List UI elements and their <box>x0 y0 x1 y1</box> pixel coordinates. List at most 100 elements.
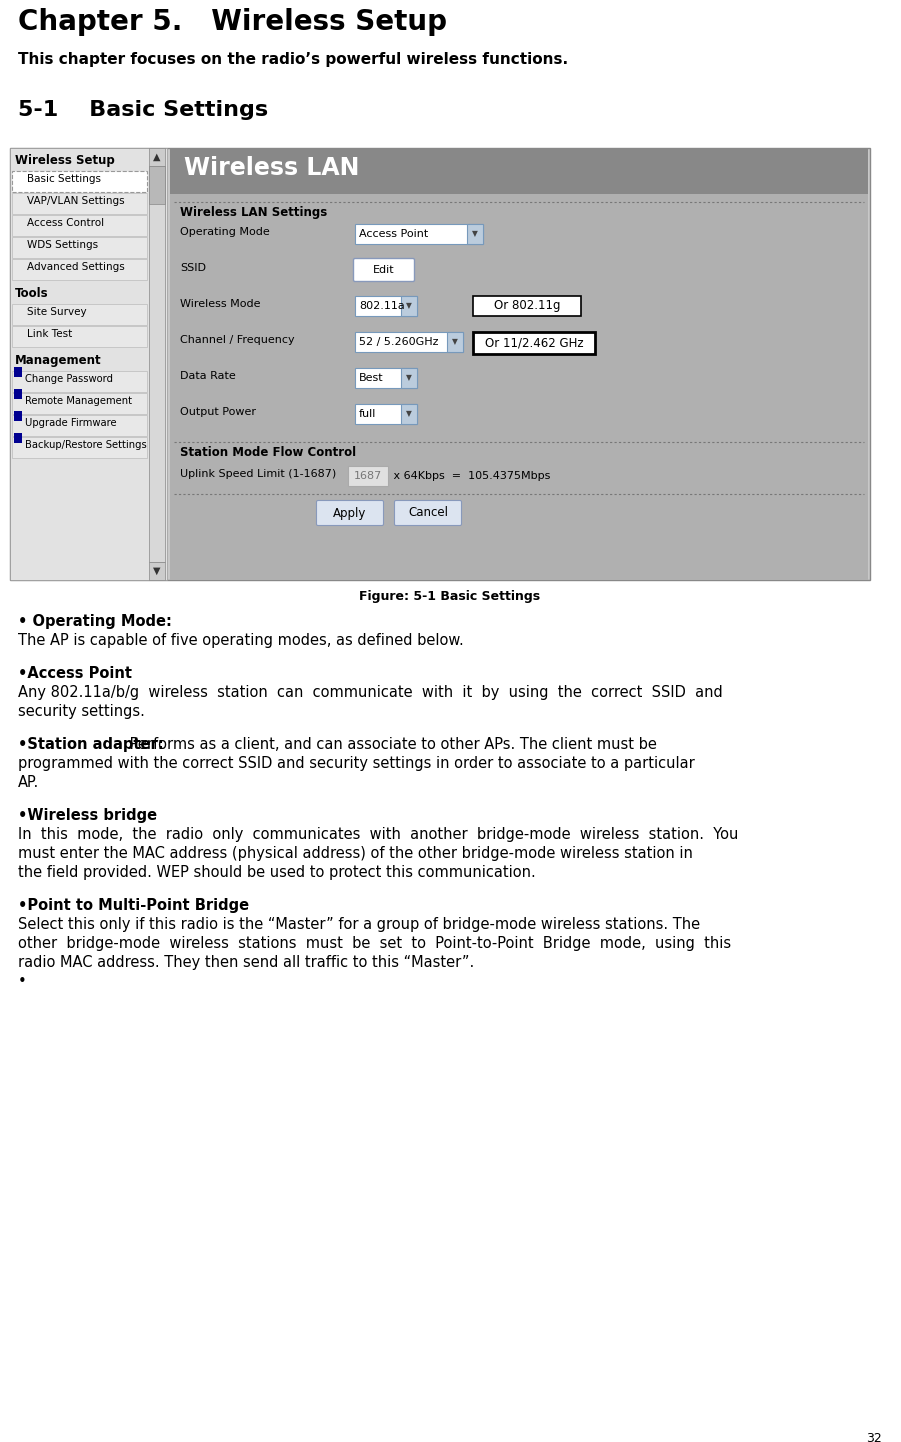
Bar <box>12 394 147 414</box>
Text: VAP/VLAN Settings: VAP/VLAN Settings <box>27 196 124 206</box>
Bar <box>12 236 147 258</box>
Text: programmed with the correct SSID and security settings in order to associate to : programmed with the correct SSID and sec… <box>18 756 695 771</box>
Text: Edit: Edit <box>373 265 395 275</box>
Text: 5-1    Basic Settings: 5-1 Basic Settings <box>18 99 268 120</box>
Text: •Wireless bridge: •Wireless bridge <box>18 808 157 823</box>
Text: Tools: Tools <box>15 287 49 300</box>
Text: ▼: ▼ <box>472 229 478 238</box>
Text: Link Test: Link Test <box>27 329 72 339</box>
Bar <box>149 562 165 580</box>
Bar <box>170 149 868 580</box>
Text: Performs as a client, and can associate to other APs. The client must be: Performs as a client, and can associate … <box>125 737 657 751</box>
Text: Access Control: Access Control <box>27 218 105 228</box>
Text: ▼: ▼ <box>406 373 412 382</box>
Text: other  bridge-mode  wireless  stations  must  be  set  to  Point-to-Point  Bridg: other bridge-mode wireless stations must… <box>18 936 731 952</box>
Text: ▼: ▼ <box>406 301 412 310</box>
Bar <box>12 371 147 392</box>
Text: security settings.: security settings. <box>18 704 145 720</box>
Text: Figure: 5-1 Basic Settings: Figure: 5-1 Basic Settings <box>359 590 541 603</box>
Text: Upgrade Firmware: Upgrade Firmware <box>25 418 116 428</box>
Bar <box>149 166 165 203</box>
FancyBboxPatch shape <box>395 500 461 525</box>
Bar <box>401 296 417 316</box>
Bar <box>10 149 870 580</box>
Text: ▼: ▼ <box>153 567 160 575</box>
Bar <box>355 296 417 316</box>
Text: ▼: ▼ <box>452 337 458 346</box>
Text: Wireless Mode: Wireless Mode <box>180 298 260 309</box>
Text: Uplink Speed Limit (1-1687): Uplink Speed Limit (1-1687) <box>180 469 336 479</box>
Bar <box>473 332 595 353</box>
Text: WDS Settings: WDS Settings <box>27 239 98 249</box>
Bar <box>467 224 483 244</box>
Text: •Station adapter:: •Station adapter: <box>18 737 164 751</box>
Text: Site Survey: Site Survey <box>27 307 86 317</box>
Text: Change Password: Change Password <box>25 373 113 384</box>
Text: Operating Mode: Operating Mode <box>180 226 269 236</box>
Text: Any 802.11a/b/g  wireless  station  can  communicate  with  it  by  using  the  : Any 802.11a/b/g wireless station can com… <box>18 685 723 699</box>
Text: •: • <box>18 973 27 989</box>
Bar <box>149 149 165 166</box>
Text: Or 11/2.462 GHz: Or 11/2.462 GHz <box>485 336 583 349</box>
Bar <box>12 304 147 324</box>
Text: x 64Kbps  =  105.4375Mbps: x 64Kbps = 105.4375Mbps <box>390 472 551 482</box>
Text: Basic Settings: Basic Settings <box>27 174 101 185</box>
Text: The AP is capable of five operating modes, as defined below.: The AP is capable of five operating mode… <box>18 633 464 647</box>
Bar <box>348 466 388 486</box>
Text: Advanced Settings: Advanced Settings <box>27 262 124 273</box>
Text: In  this  mode,  the  radio  only  communicates  with  another  bridge-mode  wir: In this mode, the radio only communicate… <box>18 828 739 842</box>
Bar <box>14 368 22 376</box>
Bar <box>12 326 147 348</box>
Text: ▲: ▲ <box>153 151 160 162</box>
Text: Station Mode Flow Control: Station Mode Flow Control <box>180 446 356 459</box>
Text: AP.: AP. <box>18 774 40 790</box>
Text: Chapter 5.   Wireless Setup: Chapter 5. Wireless Setup <box>18 9 447 36</box>
Text: Data Rate: Data Rate <box>180 371 236 381</box>
Bar <box>149 166 165 562</box>
Bar <box>355 224 483 244</box>
Bar <box>355 404 417 424</box>
Text: full: full <box>359 410 377 420</box>
FancyBboxPatch shape <box>316 500 384 525</box>
Text: SSID: SSID <box>180 262 206 273</box>
Text: Wireless Setup: Wireless Setup <box>15 154 114 167</box>
Bar <box>401 404 417 424</box>
Bar <box>12 172 147 192</box>
Bar <box>14 389 22 399</box>
Text: Output Power: Output Power <box>180 407 256 417</box>
Bar <box>12 260 147 280</box>
Bar <box>170 149 868 195</box>
Text: Backup/Restore Settings: Backup/Restore Settings <box>25 440 147 450</box>
Text: 32: 32 <box>866 1432 882 1442</box>
Bar <box>12 437 147 459</box>
FancyBboxPatch shape <box>353 258 414 281</box>
Text: 802.11a: 802.11a <box>359 301 405 311</box>
Bar <box>12 193 147 213</box>
Bar <box>14 411 22 421</box>
Text: • Operating Mode:: • Operating Mode: <box>18 614 172 629</box>
Bar <box>355 332 463 352</box>
Bar <box>401 368 417 388</box>
Text: •Point to Multi-Point Bridge: •Point to Multi-Point Bridge <box>18 898 249 913</box>
Text: This chapter focuses on the radio’s powerful wireless functions.: This chapter focuses on the radio’s powe… <box>18 52 569 66</box>
Text: must enter the MAC address (physical address) of the other bridge-mode wireless : must enter the MAC address (physical add… <box>18 846 693 861</box>
Bar <box>447 332 463 352</box>
Bar <box>12 415 147 435</box>
Text: Select this only if this radio is the “Master” for a group of bridge-mode wirele: Select this only if this radio is the “M… <box>18 917 700 932</box>
Bar <box>355 368 417 388</box>
Bar <box>473 296 581 316</box>
Text: •Access Point: •Access Point <box>18 666 132 681</box>
Text: Best: Best <box>359 373 384 384</box>
Text: 52 / 5.260GHz: 52 / 5.260GHz <box>359 337 439 348</box>
Bar <box>12 215 147 236</box>
Bar <box>10 149 167 580</box>
Text: Or 802.11g: Or 802.11g <box>494 300 560 313</box>
Text: Remote Management: Remote Management <box>25 397 132 407</box>
Text: Wireless LAN Settings: Wireless LAN Settings <box>180 206 327 219</box>
Text: Management: Management <box>15 353 102 368</box>
Bar <box>14 433 22 443</box>
Text: Cancel: Cancel <box>408 506 448 519</box>
Text: Wireless LAN: Wireless LAN <box>184 156 359 180</box>
Text: the field provided. WEP should be used to protect this communication.: the field provided. WEP should be used t… <box>18 865 536 880</box>
Text: ▼: ▼ <box>406 410 412 418</box>
